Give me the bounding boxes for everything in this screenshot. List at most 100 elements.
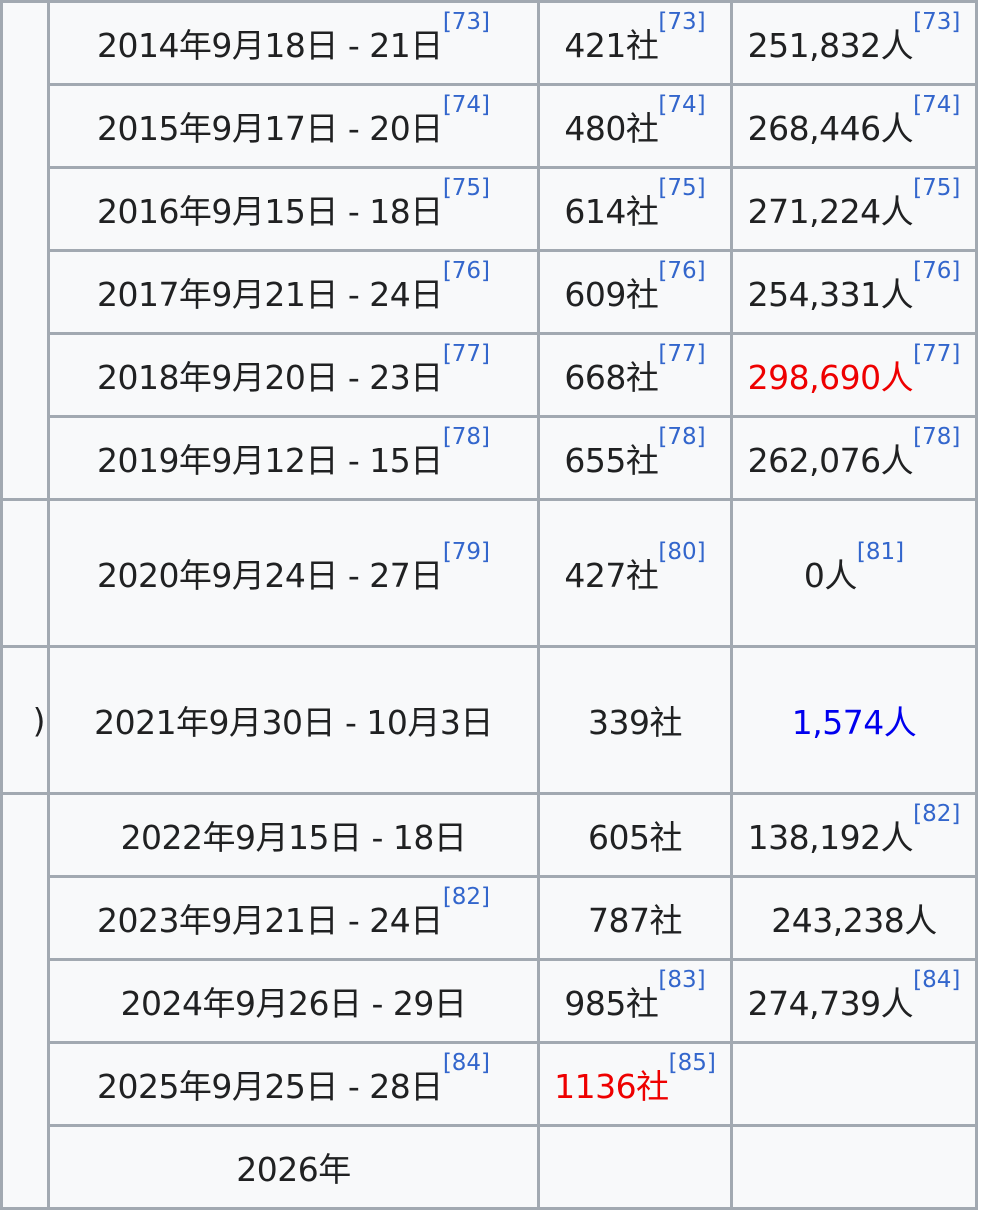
reference-link[interactable]: [82] [913,801,961,827]
reference-link[interactable]: [84] [442,1050,491,1076]
attendees-value: 268,446人 [747,109,914,148]
date-value: 2016年9月15日 - 18日 [96,192,443,231]
attendees-cell: 271,224人[75] [730,166,978,252]
attendees-value: 1,574人 [791,703,917,742]
companies-cell: 985社[83] [537,958,733,1044]
companies-value: 668社 [564,358,659,397]
attendees-value: 243,238人 [771,901,937,940]
event-history-table: 2014年9月18日 - 21日[73] 421社[73] 251,832人[73]… [0,0,978,1210]
reference-link[interactable]: [77] [913,341,961,367]
reference-link[interactable]: [74] [913,92,961,118]
reference-link[interactable]: [82] [442,884,491,910]
reference-link[interactable]: [76] [658,258,706,284]
reference-link[interactable]: [75] [913,175,961,201]
reference-link[interactable]: [75] [658,175,706,201]
date-cell: 2023年9月21日 - 24日[82] [47,875,540,961]
date-value: 2024年9月26日 - 29日 [120,984,467,1023]
table-row: 2018年9月20日 - 23日[77] 668社[77] 298,690人[77] [2,332,978,418]
companies-cell: 421社[73] [537,0,733,86]
date-cell: 2026年 [47,1124,540,1210]
table-row: 2024年9月26日 - 29日 985社[83] 274,739人[84] [2,958,978,1044]
reference-link[interactable]: [80] [658,539,706,565]
companies-value: 605社 [588,818,683,857]
lead-cell: ) [0,645,50,795]
attendees-value: 138,192人 [747,818,914,857]
companies-cell: 339社 [537,645,733,795]
companies-cell: 614社[75] [537,166,733,252]
reference-link[interactable]: [79] [442,539,491,565]
table-row: 2015年9月17日 - 20日[74] 480社[74] 268,446人[74] [2,83,978,169]
attendees-value: 262,076人 [747,441,914,480]
companies-cell: 609社[76] [537,249,733,335]
reference-link[interactable]: [76] [913,258,961,284]
attendees-cell: 1,574人 [730,645,978,795]
reference-link[interactable]: [76] [442,258,491,284]
reference-link[interactable]: [77] [658,341,706,367]
date-value: 2014年9月18日 - 21日 [96,26,443,65]
companies-cell: 787社 [537,875,733,961]
reference-link[interactable]: [78] [658,424,706,450]
reference-link[interactable]: [73] [913,9,961,35]
reference-link[interactable]: [77] [442,341,491,367]
table-row: 2025年9月25日 - 28日[84] 1136社[85] [2,1041,978,1127]
reference-link[interactable]: [74] [442,92,491,118]
table-row: 2023年9月21日 - 24日[82] 787社 243,238人 [2,875,978,961]
reference-link[interactable]: [85] [668,1050,716,1076]
reference-link[interactable]: [84] [913,967,961,993]
date-value: 2017年9月21日 - 24日 [96,275,443,314]
companies-cell: 668社[77] [537,332,733,418]
date-value: 2023年9月21日 - 24日 [96,901,443,940]
attendees-cell: 268,446人[74] [730,83,978,169]
reference-link[interactable]: [73] [442,9,491,35]
attendees-cell: 138,192人[82] [730,792,978,878]
companies-value: 480社 [564,109,659,148]
table-row: 2020年9月24日 - 27日[79] 427社[80] 0人[81] [0,498,978,648]
table-row: 2017年9月21日 - 24日[76] 609社[76] 254,331人[76] [2,249,978,335]
reference-link[interactable]: [83] [658,967,706,993]
date-cell: 2019年9月12日 - 15日[78] [47,415,540,501]
date-cell: 2015年9月17日 - 20日[74] [47,83,540,169]
date-value: 2025年9月25日 - 28日 [96,1067,443,1106]
reference-link[interactable]: [81] [856,539,905,565]
attendees-value: 0人 [803,556,858,595]
attendees-value: 254,331人 [747,275,914,314]
attendees-cell: 298,690人[77] [730,332,978,418]
companies-cell: 427社[80] [537,498,733,648]
table-row: 2014年9月18日 - 21日[73] 421社[73] 251,832人[73] [0,0,978,501]
attendees-cell: 0人[81] [730,498,978,648]
lead-cell [0,498,50,648]
attendees-cell: 251,832人[73] [730,0,978,86]
attendees-value: 271,224人 [747,192,914,231]
attendees-cell [730,1041,978,1127]
reference-link[interactable]: [78] [913,424,961,450]
date-cell: 2020年9月24日 - 27日[79] [47,498,540,648]
date-cell: 2024年9月26日 - 29日 [47,958,540,1044]
attendees-value: 251,832人 [747,26,914,65]
date-value: 2015年9月17日 - 20日 [96,109,443,148]
companies-cell: 605社 [537,792,733,878]
attendees-value: 298,690人 [747,358,914,397]
table-row: 2022年9月15日 - 18日 605社 138,192人[82] [0,792,978,1210]
companies-value: 339社 [588,703,683,742]
companies-value: 787社 [588,901,683,940]
reference-link[interactable]: [78] [442,424,491,450]
attendees-cell: 274,739人[84] [730,958,978,1044]
lead-cell [0,792,50,1210]
date-value: 2019年9月12日 - 15日 [96,441,443,480]
companies-value: 421社 [564,26,659,65]
attendees-cell: 254,331人[76] [730,249,978,335]
table-row: 2016年9月15日 - 18日[75] 614社[75] 271,224人[75] [2,166,978,252]
reference-link[interactable]: [73] [658,9,706,35]
attendees-cell: 243,238人 [730,875,978,961]
reference-link[interactable]: [75] [442,175,491,201]
lead-cell [0,0,50,501]
companies-cell: 655社[78] [537,415,733,501]
date-cell: 2022年9月15日 - 18日 [47,792,540,878]
attendees-cell: 262,076人[78] [730,415,978,501]
companies-cell [537,1124,733,1210]
date-cell: 2014年9月18日 - 21日[73] [47,0,540,86]
reference-link[interactable]: [74] [658,92,706,118]
date-value: 2020年9月24日 - 27日 [96,556,443,595]
companies-cell: 480社[74] [537,83,733,169]
date-cell: 2016年9月15日 - 18日[75] [47,166,540,252]
